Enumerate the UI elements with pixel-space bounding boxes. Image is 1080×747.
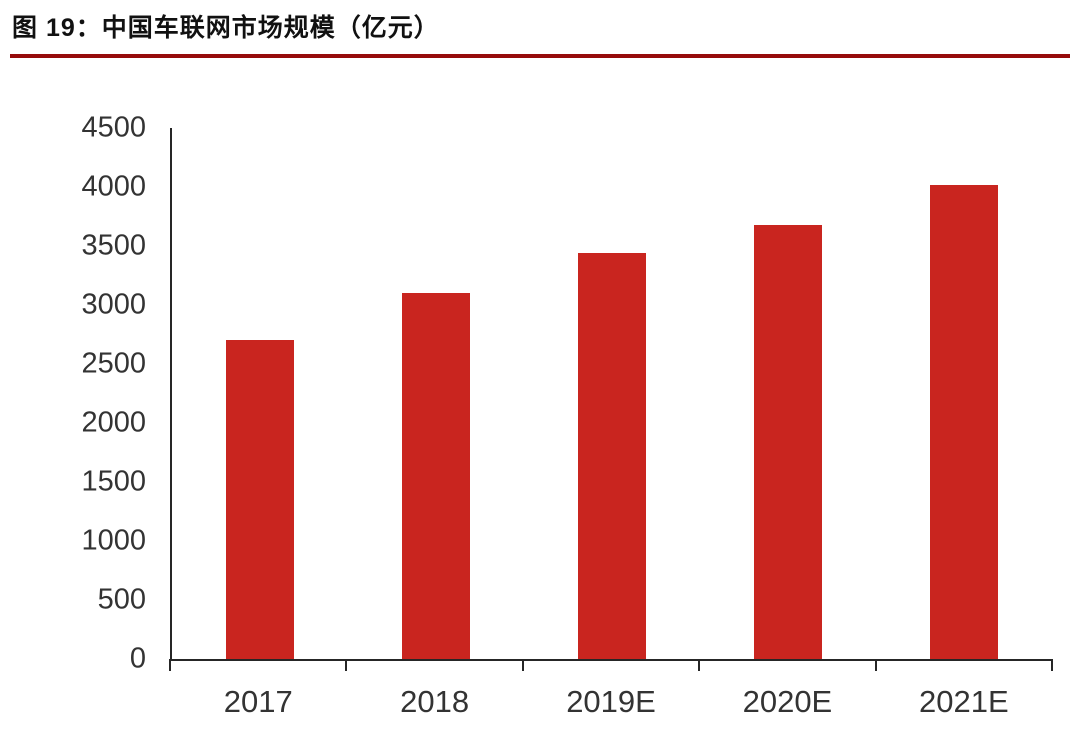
y-axis-tick-label: 3500 bbox=[81, 229, 146, 262]
x-axis-tick bbox=[874, 659, 877, 671]
bar-2017 bbox=[226, 340, 294, 659]
title-underline bbox=[10, 54, 1070, 58]
x-axis-label: 2017 bbox=[223, 684, 293, 719]
y-axis-tick-label: 2500 bbox=[81, 347, 146, 380]
y-axis-tick-label: 3000 bbox=[81, 288, 146, 321]
bar-slot bbox=[524, 128, 700, 659]
bar-2019E bbox=[578, 253, 646, 659]
bar-2020E bbox=[754, 224, 822, 659]
bar-slot bbox=[348, 128, 524, 659]
y-axis-tick-label: 4500 bbox=[81, 111, 146, 144]
y-axis-tick-label: 2000 bbox=[81, 406, 146, 439]
bar-slot bbox=[876, 128, 1052, 659]
x-axis-tick bbox=[698, 659, 701, 671]
bars-row bbox=[172, 128, 1052, 659]
y-axis-tick-label: 4000 bbox=[81, 170, 146, 203]
x-axis-ticks bbox=[169, 659, 1053, 673]
x-axis-tick bbox=[521, 659, 524, 671]
x-axis-label: 2019E bbox=[566, 684, 656, 719]
plot-area bbox=[170, 128, 1052, 661]
chart-title: 图 19：中国车联网市场规模（亿元） bbox=[12, 14, 440, 42]
x-axis-tick bbox=[169, 659, 171, 671]
x-axis-label: 2020E bbox=[742, 684, 833, 719]
x-axis-label: 2018 bbox=[400, 684, 470, 719]
bar-2021E bbox=[930, 184, 998, 659]
bar-chart: 0 500 1000 1500 2000 2500 3000 3500 4000 4500 201… bbox=[0, 113, 1080, 747]
bar-2018 bbox=[402, 293, 470, 659]
y-axis-tick-label: 0 bbox=[129, 642, 146, 675]
x-axis: 2017 2018 2019E 2020E 2021E bbox=[170, 684, 1052, 720]
y-axis-tick-label: 1000 bbox=[81, 524, 146, 557]
x-axis-label: 2021E bbox=[919, 684, 1009, 719]
x-axis-tick bbox=[345, 659, 348, 671]
y-axis-tick-label: 500 bbox=[97, 583, 146, 616]
y-axis: 0 500 1000 1500 2000 2500 3000 3500 4000 4500 bbox=[0, 113, 152, 673]
bar-slot bbox=[700, 128, 876, 659]
y-axis-tick-label: 1500 bbox=[81, 465, 146, 498]
x-axis-tick bbox=[1051, 659, 1053, 671]
figure-header: 图 19：中国车联网市场规模（亿元） bbox=[10, 6, 1070, 58]
bar-slot bbox=[172, 128, 348, 659]
